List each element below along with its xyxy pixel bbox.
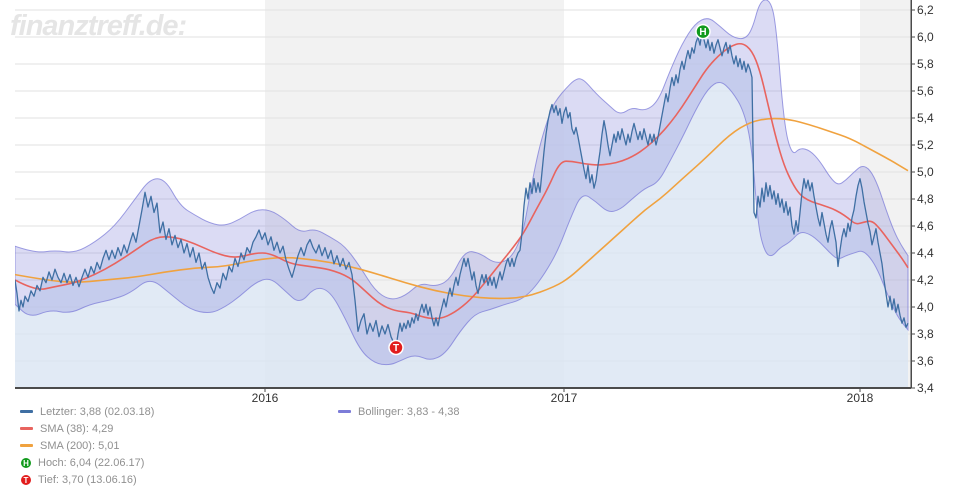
x-axis-label: 2016 [251, 391, 279, 405]
legend-item-label: Tief: 3,70 (13.06.16) [38, 473, 137, 486]
legend: Letzter: 3,88 (02.03.18) SMA (38): 4,29 … [20, 403, 154, 488]
sma200-line [15, 117, 909, 300]
low-marker-icon: T [20, 473, 32, 486]
legend-item-tief: T Tief: 3,70 (13.06.16) [20, 471, 154, 488]
bollinger-band [15, 0, 909, 366]
sma38-line-swatch [20, 427, 33, 430]
legend-item-sma38: SMA (38): 4,29 [20, 420, 154, 437]
legend-item-label: Hoch: 6,04 (22.06.17) [38, 456, 145, 469]
x-axis-label: 2018 [846, 391, 874, 405]
legend-item-hoch: H Hoch: 6,04 (22.06.17) [20, 454, 154, 471]
legend-item-label: Bollinger: 3,83 - 4,38 [358, 405, 460, 418]
legend-item-letzter: Letzter: 3,88 (02.03.18) [20, 403, 154, 420]
y-axis-label: 3,6 [917, 354, 934, 368]
y-axis-label: 4,4 [917, 246, 934, 260]
svg-text:T: T [393, 343, 399, 354]
y-axis-label: 6,2 [917, 3, 934, 17]
price-line-swatch [20, 410, 33, 413]
price-line [15, 30, 909, 349]
sma38-line [15, 42, 909, 320]
legend-item-label: SMA (200): 5,01 [40, 439, 120, 452]
sma200-line-swatch [20, 444, 33, 447]
y-axis-label: 3,8 [917, 327, 934, 341]
bollinger-swatch [338, 410, 351, 413]
high-marker-icon: H [20, 456, 32, 469]
y-axis-label: 5,4 [917, 111, 934, 125]
high-marker: H [695, 23, 711, 40]
y-axis-label: 6,0 [917, 30, 934, 44]
legend-item-bollinger: Bollinger: 3,83 - 4,38 [338, 403, 460, 420]
low-marker: T [388, 339, 404, 356]
legend-item-label: SMA (38): 4,29 [40, 422, 114, 435]
y-axis-label: 3,4 [917, 381, 934, 395]
y-axis-label: 5,8 [917, 57, 934, 71]
legend-item-sma200: SMA (200): 5,01 [20, 437, 154, 454]
y-axis-label: 4,8 [917, 192, 934, 206]
y-axis-label: 4,2 [917, 273, 934, 287]
y-axis-label: 4,0 [917, 300, 934, 314]
legend-column-2: Bollinger: 3,83 - 4,38 [338, 403, 460, 420]
svg-text:H: H [699, 27, 706, 38]
y-axis-label: 4,6 [917, 219, 934, 233]
y-axis-label: 5,0 [917, 165, 934, 179]
y-axis-label: 5,6 [917, 84, 934, 98]
y-axis-label: 5,2 [917, 138, 934, 152]
price-area-fill [15, 31, 908, 388]
x-axis-label: 2017 [550, 391, 578, 405]
legend-item-label: Letzter: 3,88 (02.03.18) [40, 405, 155, 418]
